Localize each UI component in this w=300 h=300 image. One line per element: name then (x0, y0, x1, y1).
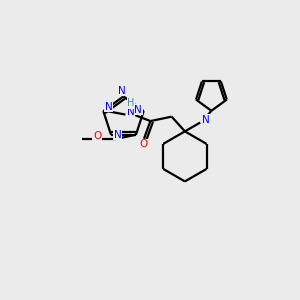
Text: N: N (105, 102, 112, 112)
Text: O: O (93, 131, 101, 141)
Text: O: O (139, 139, 148, 149)
Text: N: N (134, 105, 142, 115)
Text: N: N (127, 107, 135, 117)
Text: N: N (202, 115, 209, 124)
Text: H: H (127, 98, 134, 108)
Text: N: N (114, 130, 122, 140)
Text: N: N (118, 85, 126, 95)
Text: H: H (128, 98, 135, 108)
